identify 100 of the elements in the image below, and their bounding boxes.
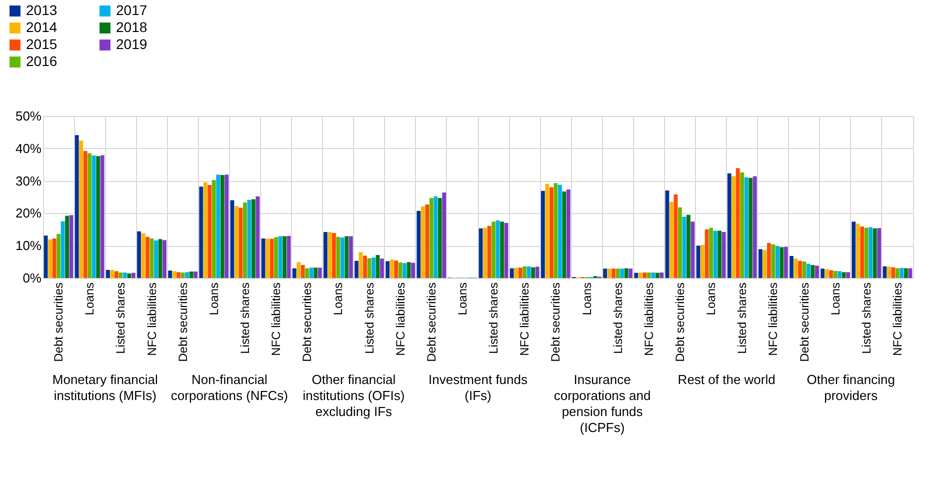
bar: [44, 236, 48, 278]
x-tick-label: Debt securities: [424, 282, 438, 362]
bar: [766, 243, 771, 278]
bar: [642, 272, 647, 278]
bar: [344, 236, 349, 278]
bar: [56, 234, 60, 278]
bar: [367, 258, 372, 278]
bar: [872, 228, 877, 278]
bar: [172, 271, 176, 278]
bar: [110, 270, 114, 278]
x-tick-label: Debt securities: [52, 282, 66, 362]
bar: [261, 238, 266, 278]
bar: [665, 190, 670, 278]
bar: [612, 268, 616, 278]
bar: [709, 228, 713, 278]
bar: [323, 232, 328, 278]
bar: [690, 222, 695, 278]
bar: [398, 262, 402, 278]
bar: [425, 204, 430, 278]
bar: [402, 263, 407, 278]
bar: [336, 236, 340, 278]
x-tick-label: Debt securities: [548, 282, 563, 362]
legend-label: 2014: [26, 19, 58, 35]
bar: [296, 262, 301, 278]
x-tick-label: NFC liabilities: [518, 282, 532, 356]
bar: [771, 244, 776, 278]
bar: [386, 261, 390, 278]
bar: [535, 266, 540, 278]
bar: [266, 238, 270, 278]
text: Monetary financial institutions (MFIs): [52, 372, 158, 403]
x-tick-label: Loans: [206, 282, 221, 316]
x-tick-label: NFC liabilities: [642, 282, 656, 356]
bar: [416, 210, 421, 278]
bar: [522, 266, 527, 278]
bar: [562, 191, 566, 278]
bar: [566, 190, 570, 278]
bar: [247, 200, 252, 278]
bar: [92, 156, 96, 278]
bar: [185, 272, 190, 278]
bar: [514, 268, 518, 278]
bar: [846, 272, 850, 278]
bar: [634, 272, 638, 278]
bar: [620, 268, 624, 278]
bar: [180, 272, 185, 278]
bar: [137, 231, 141, 278]
bar: [824, 269, 829, 278]
bar: [376, 254, 380, 278]
bar: [48, 239, 52, 278]
bar: [154, 240, 158, 278]
bar: [628, 268, 633, 278]
bar: [238, 208, 243, 278]
bar: [278, 236, 282, 278]
bar: [189, 272, 194, 278]
bar: [820, 268, 825, 278]
text: Rest of the world: [678, 372, 776, 387]
bar: [96, 156, 100, 278]
bar: [52, 238, 56, 278]
bar: [531, 267, 536, 278]
x-tick-label: Loans: [828, 282, 842, 316]
bar: [860, 226, 864, 278]
bar: [740, 172, 744, 278]
x-tick-label: NFC liabilities: [890, 282, 904, 356]
bar: [718, 230, 722, 278]
bar: [224, 174, 229, 278]
x-tick-label: Listed shares: [114, 282, 128, 354]
bar: [856, 224, 860, 278]
bar: [504, 222, 508, 278]
legend-label: 2016: [26, 53, 58, 69]
bar: [798, 260, 802, 278]
bar: [794, 258, 798, 278]
bar: [340, 238, 344, 278]
bar: [696, 246, 700, 278]
bar: [234, 206, 238, 278]
bar: [616, 268, 620, 278]
bar: [292, 268, 296, 278]
bar: [194, 272, 198, 278]
bar: [429, 198, 434, 278]
bar: [74, 135, 79, 278]
bar: [438, 198, 442, 278]
bar: [420, 206, 425, 278]
bar: [478, 228, 483, 278]
bar: [176, 272, 181, 278]
bar: [802, 261, 806, 278]
bar: [256, 196, 260, 278]
x-tick-label: Loans: [331, 282, 346, 316]
bar: [118, 272, 123, 278]
bar: [483, 228, 487, 278]
x-tick-label: Listed shares: [238, 282, 252, 354]
bar: [216, 174, 220, 278]
legend-label: 2013: [26, 2, 58, 18]
x-tick-label: NFC liabilities: [393, 282, 408, 356]
text: Other financing providers: [806, 372, 895, 403]
bar: [69, 215, 74, 278]
text: Investment funds (IFs): [428, 372, 528, 403]
text: Insurance corporations and pension funds (ICPFs): [554, 372, 651, 435]
legend-label: 2017: [116, 2, 148, 18]
bar: [780, 247, 784, 278]
bar: [212, 180, 216, 278]
bar: [79, 140, 84, 278]
bar: [838, 271, 842, 278]
